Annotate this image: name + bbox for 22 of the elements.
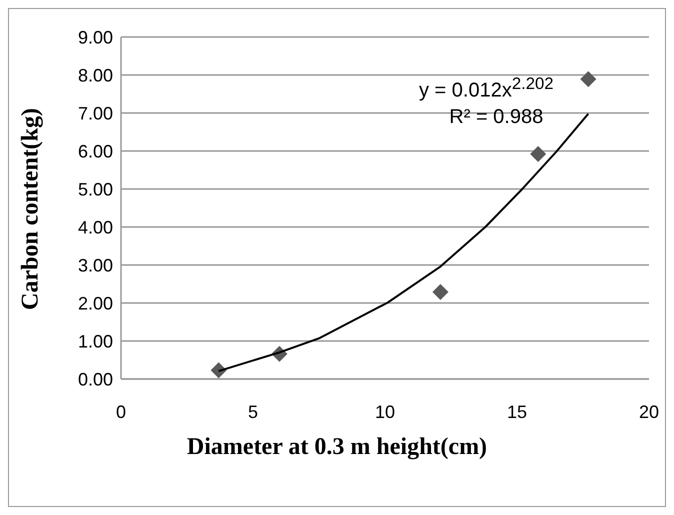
x-tick-label: 0 — [116, 402, 126, 422]
y-tick-label: 2.00 — [78, 293, 113, 314]
y-axis-title: Carbon content(kg) — [18, 108, 44, 310]
point — [530, 146, 546, 162]
y-tick-label: 1.00 — [78, 331, 113, 352]
x-axis-title: Diameter at 0.3 m height(cm) — [186, 434, 488, 461]
x-tick-label: 10 — [374, 402, 396, 422]
y-tick-label: 6.00 — [78, 141, 113, 162]
y-tick-label: 4.00 — [78, 217, 113, 238]
x-tick-label: 5 — [248, 402, 258, 422]
y-tick-label: 7.00 — [78, 103, 113, 124]
y-tick-label: 3.00 — [78, 255, 113, 276]
point — [432, 284, 448, 300]
y-tick-label: 0.00 — [78, 369, 113, 390]
x-tick-label: 20 — [638, 402, 660, 422]
annotation: y = 0.012x$^{2.202}$ — [419, 73, 554, 104]
annotation: R² = 0.988 — [448, 104, 544, 130]
point — [580, 71, 596, 88]
y-tick-label: 9.00 — [78, 27, 113, 48]
y-tick-label: 8.00 — [78, 65, 113, 86]
y-tick-label: 5.00 — [78, 179, 113, 200]
x-tick-label: 15 — [506, 402, 528, 422]
